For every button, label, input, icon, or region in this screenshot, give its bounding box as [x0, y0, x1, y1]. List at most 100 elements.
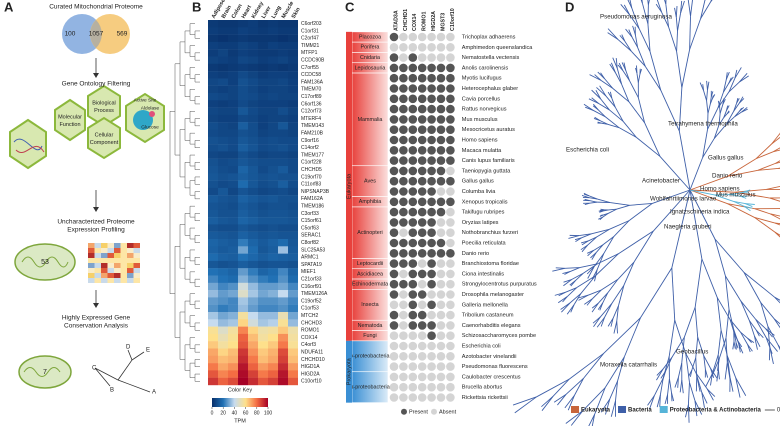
presence-dot	[417, 197, 427, 207]
tree-branch	[644, 122, 661, 157]
label: C6orf136	[301, 101, 322, 107]
mini-cell	[127, 253, 134, 258]
tree-branch	[678, 87, 683, 131]
label: C14orf2	[301, 145, 319, 151]
dendro-branch	[189, 154, 195, 167]
heatmap-cell	[258, 297, 268, 305]
presence-dot	[408, 176, 418, 186]
tree-branch	[581, 195, 590, 199]
tree-branch	[681, 337, 685, 364]
presence-dot	[446, 166, 455, 176]
tree-branch	[702, 84, 705, 91]
heatmap-cell	[258, 187, 268, 196]
heatmap-cell	[238, 27, 248, 35]
label: SPATA19	[301, 262, 322, 268]
label: HIGD2A	[301, 371, 320, 377]
label: Tetrahymena thermophila	[668, 121, 738, 128]
heatmap-cell	[268, 78, 278, 86]
tree-branch	[618, 127, 637, 138]
presence-dot	[446, 32, 455, 42]
presence-dot	[408, 94, 418, 104]
heatmap-cell	[208, 319, 218, 327]
tree-branch	[603, 236, 615, 254]
heatmap-cell	[238, 370, 248, 378]
label: C1orf53	[301, 306, 319, 312]
heatmap-cell	[258, 209, 268, 218]
heatmap-cell	[238, 20, 248, 28]
tree-branch	[685, 404, 689, 418]
heatmap-cell	[268, 144, 278, 152]
presence-dot	[389, 166, 399, 176]
presence-dot	[399, 218, 408, 227]
tree-branch	[695, 337, 699, 358]
presence-dot	[408, 331, 418, 341]
label: Placozoa	[359, 34, 381, 40]
heatmap-cell	[248, 363, 258, 371]
tree-branch	[725, 105, 730, 112]
presence-dot	[436, 94, 446, 104]
dendro-branch	[194, 74, 200, 83]
tree-branch	[570, 410, 583, 426]
tree-branch	[727, 158, 757, 177]
tree-branch	[597, 302, 604, 310]
heatmap-cell	[258, 49, 268, 57]
heatmap-cell	[228, 63, 238, 72]
label: SLC25A53	[301, 247, 325, 253]
tree-branch	[652, 189, 691, 204]
label: TMEM186	[301, 203, 324, 209]
dendro-branch	[189, 205, 195, 218]
heatmap-cell	[238, 71, 248, 79]
heatmap-cell	[218, 151, 228, 159]
heatmap-cell	[248, 49, 258, 57]
presence-dot	[399, 176, 408, 186]
presence-dot	[389, 63, 399, 73]
presence-dot	[389, 331, 399, 341]
tree-branch	[593, 244, 604, 251]
presence-dot	[399, 269, 408, 279]
presence-dot	[399, 73, 408, 83]
heatmap-cell	[248, 319, 258, 327]
label: Nothobranchius furzeri	[462, 230, 518, 236]
label: Schizosaccharomyces pombe	[462, 333, 536, 339]
presence-dot	[389, 135, 399, 145]
tree-branch	[601, 279, 619, 291]
heatmap-cell	[218, 180, 228, 189]
mini-cell	[101, 278, 108, 283]
label: MTCH2	[301, 313, 318, 319]
heatmap-cell	[218, 217, 228, 225]
mini-cell	[127, 268, 134, 273]
tree-branch	[607, 279, 619, 294]
tree-branch	[723, 113, 728, 118]
heatmap-cell	[218, 341, 228, 349]
mini-cell	[133, 273, 140, 278]
heatmap-cell	[218, 312, 228, 320]
presence-dot	[417, 218, 427, 227]
tree-branch	[710, 91, 714, 97]
tree-branch	[656, 0, 663, 13]
heatmap-cell	[228, 56, 238, 64]
heatmap-cell	[288, 78, 298, 86]
heatmap-cell	[238, 355, 248, 364]
presence-dot	[446, 393, 455, 402]
heatmap-cell	[258, 377, 268, 386]
presence-dot	[446, 146, 455, 155]
heatmap-cell	[258, 114, 268, 123]
mini-cell	[133, 258, 140, 263]
presence-dot	[436, 228, 446, 237]
tree-branch	[713, 124, 720, 139]
heatmap-cell	[228, 363, 238, 371]
heatmap-cell	[228, 151, 238, 159]
heatmap-cell	[258, 107, 268, 116]
label: Cavia porcellus	[462, 96, 500, 102]
presence-dot	[399, 84, 408, 93]
label: C16orf91	[301, 284, 322, 290]
label: Naegleria gruberi	[664, 224, 711, 231]
heatmap-cell	[218, 93, 228, 101]
heatmap-cell	[228, 312, 238, 320]
heatmap-cell	[268, 355, 278, 364]
presence-dot	[446, 228, 455, 237]
presence-dot	[408, 156, 418, 165]
label: MIEF1	[301, 269, 316, 275]
heatmap-cell	[208, 260, 218, 269]
heatmap-cell	[288, 217, 298, 225]
